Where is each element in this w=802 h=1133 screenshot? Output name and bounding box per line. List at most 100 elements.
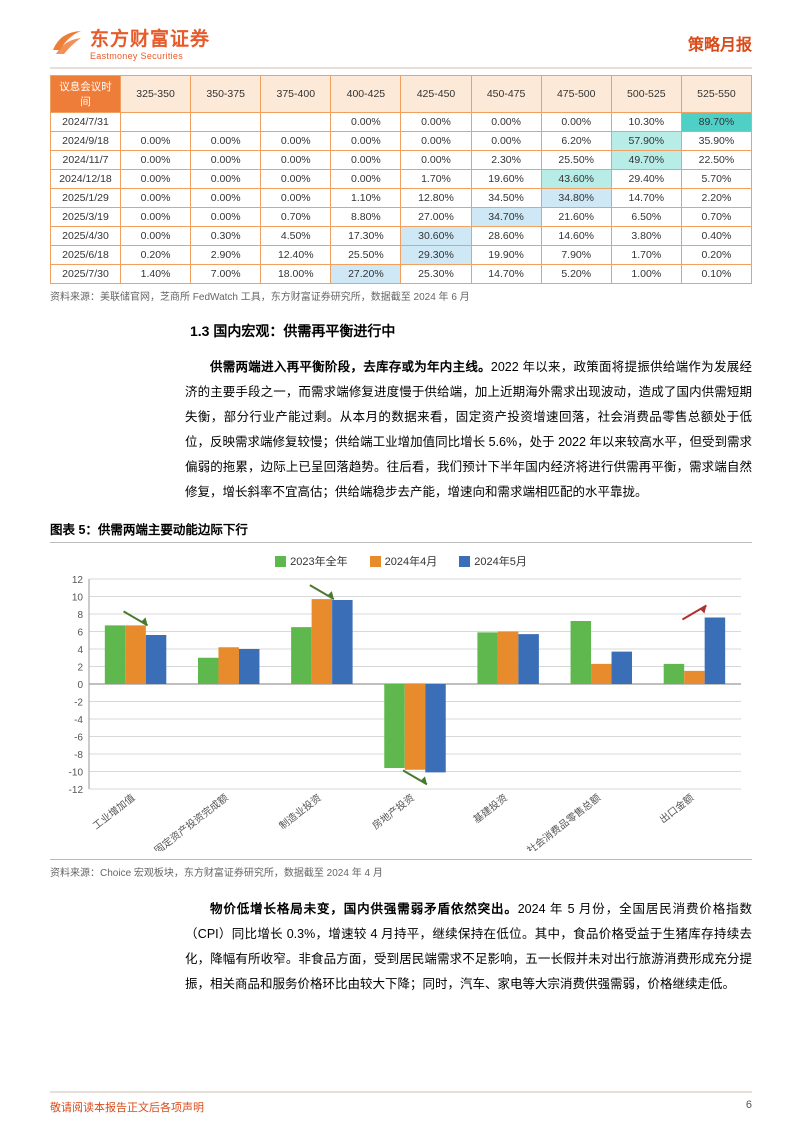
rate-cell: 6.50%: [611, 208, 681, 227]
rate-cell: 0.00%: [261, 132, 331, 151]
rate-cell: 2.30%: [471, 151, 541, 170]
rate-cell: 3.80%: [611, 227, 681, 246]
rate-cell: [261, 113, 331, 132]
para2-lead: 物价低增长格局未变，国内供强需弱矛盾依然突出。: [210, 902, 518, 916]
rate-cell: 5.20%: [541, 265, 611, 284]
table-source-note: 资料来源：美联储官网，芝商所 FedWatch 工具，东方财富证券研究所，数据截…: [50, 288, 752, 303]
meeting-date-cell: 2025/4/30: [51, 227, 121, 246]
rate-cell: 14.70%: [611, 189, 681, 208]
rate-cell: 0.20%: [681, 246, 751, 265]
rate-cell: 0.00%: [471, 132, 541, 151]
meeting-date-cell: 2024/11/7: [51, 151, 121, 170]
rate-cell: 1.70%: [611, 246, 681, 265]
table-header-range: 525-550: [681, 76, 751, 113]
table-row: 2025/6/180.20%2.90%12.40%25.50%29.30%19.…: [51, 246, 752, 265]
table-header-range: 350-375: [191, 76, 261, 113]
legend-item: 2024年4月: [370, 553, 438, 569]
svg-text:-12: -12: [69, 785, 84, 796]
rate-cell: 34.80%: [541, 189, 611, 208]
svg-text:12: 12: [72, 575, 84, 586]
rate-cell: 0.00%: [191, 132, 261, 151]
rate-cell: 0.00%: [191, 151, 261, 170]
svg-text:社会消费品零售总额: 社会消费品零售总额: [524, 791, 603, 851]
rate-cell: 0.00%: [121, 189, 191, 208]
svg-text:工业增加值: 工业增加值: [90, 791, 137, 832]
figure-5-title: 图表 5：供需两端主要动能边际下行: [50, 519, 752, 543]
rate-cell: 12.40%: [261, 246, 331, 265]
meeting-date-cell: 2025/3/19: [51, 208, 121, 227]
rate-cell: [191, 113, 261, 132]
rate-cell: 0.30%: [191, 227, 261, 246]
rate-cell: 6.20%: [541, 132, 611, 151]
table-header-range: 500-525: [611, 76, 681, 113]
logo-text-cn: 东方财富证券: [90, 24, 210, 51]
table-header-range: 425-450: [401, 76, 471, 113]
rate-cell: 0.00%: [121, 151, 191, 170]
rate-cell: 43.60%: [541, 170, 611, 189]
logo-text-en: Eastmoney Securities: [90, 51, 210, 61]
svg-text:-6: -6: [74, 733, 83, 744]
legend-swatch: [370, 556, 381, 567]
rate-cell: 89.70%: [681, 113, 751, 132]
paragraph-2: 物价低增长格局未变，国内供强需弱矛盾依然突出。2024 年 5 月份，全国居民消…: [185, 897, 752, 997]
rate-cell: 0.00%: [401, 132, 471, 151]
table-row: 2024/7/310.00%0.00%0.00%0.00%10.30%89.70…: [51, 113, 752, 132]
rate-probability-table: 议息会议时间325-350350-375375-400400-425425-45…: [50, 75, 752, 284]
legend-label: 2024年5月: [474, 553, 527, 569]
rate-cell: 0.20%: [121, 246, 191, 265]
legend-label: 2024年4月: [385, 553, 438, 569]
rate-cell: 14.70%: [471, 265, 541, 284]
rate-cell: 0.00%: [261, 170, 331, 189]
rate-cell: 0.00%: [121, 208, 191, 227]
meeting-date-cell: 2024/12/18: [51, 170, 121, 189]
rate-cell: 0.00%: [121, 227, 191, 246]
svg-text:2: 2: [77, 663, 83, 674]
rate-cell: 18.00%: [261, 265, 331, 284]
meeting-date-cell: 2024/9/18: [51, 132, 121, 151]
figure-5-chart: 2023年全年2024年4月2024年5月 -12-10-8-6-4-20246…: [50, 547, 752, 855]
svg-text:-4: -4: [74, 715, 83, 726]
rate-cell: 0.00%: [471, 113, 541, 132]
svg-text:8: 8: [77, 610, 83, 621]
svg-text:4: 4: [77, 645, 83, 656]
rate-cell: 0.00%: [331, 132, 401, 151]
rate-cell: 25.50%: [541, 151, 611, 170]
rate-cell: 57.90%: [611, 132, 681, 151]
legend-item: 2024年5月: [459, 553, 527, 569]
table-row: 2024/9/180.00%0.00%0.00%0.00%0.00%0.00%6…: [51, 132, 752, 151]
rate-cell: 0.00%: [121, 170, 191, 189]
section-heading-1-3: 1.3 国内宏观：供需再平衡进行中: [190, 321, 752, 341]
rate-cell: 29.40%: [611, 170, 681, 189]
page-header: 东方财富证券 Eastmoney Securities 策略月报: [50, 24, 752, 69]
table-header-date: 议息会议时间: [51, 76, 121, 113]
table-row: 2025/4/300.00%0.30%4.50%17.30%30.60%28.6…: [51, 227, 752, 246]
rate-cell: 0.10%: [681, 265, 751, 284]
table-row: 2025/7/301.40%7.00%18.00%27.20%25.30%14.…: [51, 265, 752, 284]
meeting-date-cell: 2024/7/31: [51, 113, 121, 132]
svg-text:-8: -8: [74, 750, 83, 761]
table-header-range: 400-425: [331, 76, 401, 113]
table-header-range: 475-500: [541, 76, 611, 113]
table-row: 2025/3/190.00%0.00%0.70%8.80%27.00%34.70…: [51, 208, 752, 227]
rate-cell: 17.30%: [331, 227, 401, 246]
rate-cell: 27.00%: [401, 208, 471, 227]
table-header-range: 450-475: [471, 76, 541, 113]
rate-cell: 35.90%: [681, 132, 751, 151]
rate-cell: 0.70%: [261, 208, 331, 227]
rate-cell: 0.00%: [191, 189, 261, 208]
rate-cell: 0.00%: [401, 113, 471, 132]
rate-cell: 34.50%: [471, 189, 541, 208]
rate-cell: 1.70%: [401, 170, 471, 189]
rate-cell: 25.50%: [331, 246, 401, 265]
legend-item: 2023年全年: [275, 553, 347, 569]
rate-cell: 14.60%: [541, 227, 611, 246]
legend-label: 2023年全年: [290, 553, 347, 569]
logo-icon: [50, 26, 84, 60]
svg-text:6: 6: [77, 628, 83, 639]
rate-cell: 8.80%: [331, 208, 401, 227]
rate-cell: 0.00%: [331, 170, 401, 189]
footer-disclaimer: 敬请阅读本报告正文后各项声明: [50, 1099, 204, 1115]
page-number: 6: [746, 1099, 752, 1115]
rate-cell: 28.60%: [471, 227, 541, 246]
rate-cell: 21.60%: [541, 208, 611, 227]
